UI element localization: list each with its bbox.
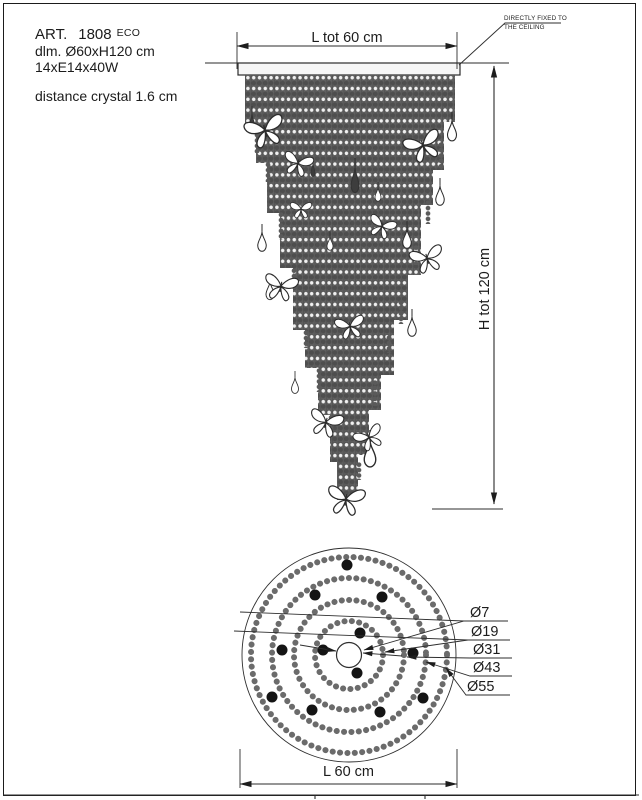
- bead-strand: [438, 142, 444, 170]
- diameter-label-d55: Ø55: [467, 679, 495, 695]
- ceiling-note-line1: DIRECTLY FIXED TO: [504, 15, 567, 22]
- topview-width-dimension-label: L 60 cm: [322, 764, 375, 780]
- diameter-leaders: [233, 611, 512, 696]
- ceiling-note: DIRECTLY FIXED TO THE CEILING: [504, 14, 567, 32]
- bulb-dot: [317, 644, 329, 656]
- diameter-label-d43: Ø43: [473, 660, 501, 676]
- bead-strand: [372, 380, 378, 406]
- ceiling-note-leader: [458, 22, 561, 66]
- article-number: 1808: [78, 26, 112, 43]
- height-dimension-label: H tot 120 cm: [477, 247, 493, 331]
- butterfly-icon: [407, 243, 448, 277]
- width-dimension-label: L tot 60 cm: [311, 30, 383, 46]
- butterfly-icon: [351, 422, 388, 455]
- bead-strand: [386, 335, 392, 353]
- diameter-label-d7: Ø7: [470, 605, 490, 621]
- bead-strand: [356, 462, 362, 480]
- crystal-drop-icon: [291, 370, 299, 394]
- bulb-dot: [276, 644, 288, 656]
- lamps-line: 14xE14x40W: [35, 59, 119, 75]
- bead-strand: [425, 200, 431, 224]
- crystal-distance-line: distance crystal 1.6 cm: [35, 88, 178, 104]
- butterfly-icon: [364, 213, 399, 242]
- bulb-dot: [306, 704, 318, 716]
- bead-strand: [278, 212, 284, 240]
- bulb-dot: [351, 667, 363, 679]
- crystal-drop-icon: [257, 223, 267, 252]
- dimensions-line: dlm. Ø60xH120 cm: [35, 43, 155, 59]
- bead-ring-d55: [248, 554, 450, 756]
- bulb-dot: [376, 591, 388, 603]
- dimension-width-top: [236, 32, 458, 69]
- crystal-drop-icon: [446, 111, 458, 142]
- crystal-drop-icon: [350, 157, 360, 194]
- bulb-dot: [266, 691, 278, 703]
- bulb-dot: [417, 692, 429, 704]
- bead-strand: [265, 162, 271, 182]
- crystal-drop-icon: [402, 220, 412, 249]
- plate-outline-circle: [241, 547, 457, 763]
- butterfly-icon: [401, 127, 447, 167]
- diameter-label-d19: Ø19: [471, 624, 499, 640]
- top-view: [233, 547, 512, 788]
- dimension-height: [432, 65, 503, 510]
- ceiling-note-line2: THE CEILING: [504, 24, 545, 31]
- crystal-drop-icon: [407, 308, 417, 337]
- bead-strand: [303, 330, 309, 348]
- bead-ring-d31: [291, 597, 407, 713]
- bulb-dot: [309, 589, 321, 601]
- dimension-width-bottom: [239, 749, 458, 788]
- bead-strand: [316, 368, 322, 392]
- bead-ring-d19: [312, 618, 386, 692]
- butterfly-icon: [242, 112, 289, 152]
- center-hub-d7: [335, 641, 363, 669]
- butterfly-icon: [305, 407, 346, 441]
- crystal-drop-icon: [435, 177, 445, 206]
- bead-strand: [398, 300, 404, 324]
- butterfly-icon: [280, 150, 315, 179]
- butterfly-icon: [333, 314, 367, 341]
- crystal-drop-icon: [374, 181, 382, 202]
- bead-ring-d43: [269, 575, 429, 735]
- product-specs: ART. 1808 ECO dlm. Ø60xH120 cm 14xE14x40W …: [35, 25, 178, 105]
- bulb-dot: [374, 706, 386, 718]
- butterfly-icon: [289, 202, 313, 219]
- title-block: [3, 794, 639, 799]
- article-suffix: ECO: [116, 27, 141, 39]
- butterfly-icon: [324, 484, 367, 518]
- crystal-drop-icon: [326, 230, 334, 251]
- bulb-dot: [341, 559, 353, 571]
- diameter-label-d31: Ø31: [473, 642, 501, 658]
- article-line: ART. 1808 ECO: [35, 25, 177, 43]
- article-label: ART.: [35, 26, 68, 43]
